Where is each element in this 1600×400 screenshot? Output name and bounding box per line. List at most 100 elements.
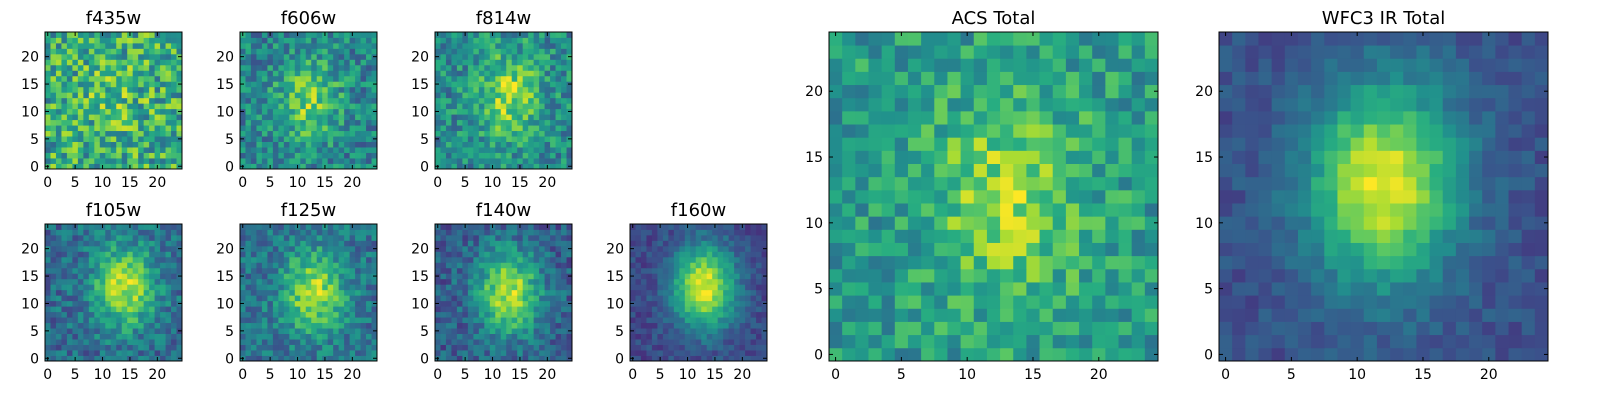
heatmap-cell (566, 311, 573, 318)
heatmap-cell (506, 48, 513, 55)
heatmap-cell (110, 163, 117, 170)
heatmap-cell (566, 256, 573, 263)
heatmap-cell (338, 59, 345, 66)
heatmap-cell (451, 278, 458, 285)
heatmap-cell (679, 289, 686, 296)
heatmap-cell (662, 234, 669, 241)
heatmap-cell (138, 53, 145, 60)
heatmap-cell (160, 152, 166, 159)
heatmap-cell (83, 125, 90, 132)
heatmap-cell (132, 306, 139, 313)
heatmap-cell (355, 295, 361, 302)
heatmap-cell (539, 53, 545, 60)
heatmap-cell (517, 119, 524, 126)
heatmap-cell (511, 48, 518, 55)
heatmap-cell (723, 251, 730, 258)
heatmap-cell (165, 130, 172, 137)
heatmap-cell (55, 141, 62, 148)
heatmap-cell (176, 152, 183, 159)
heatmap-cell (311, 262, 318, 269)
heatmap-cell (66, 289, 73, 296)
heatmap-cell (522, 147, 529, 153)
heatmap-cell (127, 306, 134, 313)
heatmap-cell (88, 53, 95, 60)
heatmap-cell (934, 242, 948, 257)
heatmap-cell (283, 64, 290, 71)
heatmap-cell (435, 141, 441, 148)
heatmap-cell (165, 114, 172, 121)
heatmap-cell (316, 333, 323, 340)
heatmap-cell (256, 70, 263, 77)
heatmap-cell (1118, 334, 1133, 349)
heatmap-cell (94, 42, 101, 49)
heatmap-cell (289, 245, 296, 252)
heatmap-cell (105, 48, 112, 55)
heatmap-cell (55, 344, 62, 351)
heatmap-cell (706, 251, 713, 258)
heatmap-cell (522, 59, 529, 66)
heatmap-cell (750, 350, 757, 356)
heatmap-cell (506, 86, 513, 93)
heatmap-cell (344, 278, 350, 285)
heatmap-cell (842, 321, 856, 336)
heatmap-cell (94, 147, 101, 153)
heatmap-cell (105, 229, 112, 236)
heatmap-cell (138, 311, 145, 318)
heatmap-cell (881, 242, 896, 257)
heatmap-cell (473, 350, 480, 356)
heatmap-cell (506, 289, 513, 296)
heatmap-cell (651, 278, 658, 285)
heatmap-cell (495, 59, 502, 66)
heatmap-cell (50, 256, 57, 263)
heatmap-cell (555, 311, 562, 318)
heatmap-cell (267, 344, 274, 351)
heatmap-cell (311, 130, 318, 137)
heatmap-cell (533, 32, 540, 38)
heatmap-cell (121, 229, 128, 236)
heatmap-cell (462, 333, 469, 340)
heatmap-cell (473, 295, 480, 302)
heatmap-cell (451, 311, 458, 318)
heatmap-cell (842, 255, 856, 270)
heatmap-cell (127, 295, 134, 302)
heatmap-cell (484, 92, 491, 99)
heatmap-cell (240, 42, 246, 49)
heatmap-cell (484, 284, 491, 291)
heatmap-cell (544, 64, 551, 71)
heatmap-cell (333, 158, 340, 164)
heatmap-cell (451, 70, 458, 77)
heatmap-cell (723, 339, 730, 345)
heatmap-cell (1144, 347, 1159, 362)
heatmap-cell (261, 339, 268, 345)
heatmap-cell (110, 229, 117, 236)
heatmap-cell (533, 306, 540, 313)
heatmap-cell (440, 158, 447, 164)
heatmap-cell (176, 339, 183, 345)
heatmap-cell (132, 136, 139, 142)
heatmap-cell (50, 108, 57, 115)
heatmap-cell (300, 278, 307, 285)
heatmap-cell (45, 64, 51, 71)
heatmap-cell (467, 234, 474, 241)
heatmap-cell (473, 37, 480, 44)
heatmap-cell (679, 350, 686, 356)
heatmap-cell (668, 229, 675, 236)
heatmap-cell (305, 32, 312, 38)
heatmap-cell (539, 240, 545, 247)
heatmap-cell (451, 152, 458, 159)
heatmap-cell (934, 282, 948, 296)
heatmap-cell (868, 347, 883, 362)
heatmap-cell (267, 273, 274, 280)
heatmap-cell (116, 130, 123, 137)
heatmap-cell (110, 86, 117, 93)
heatmap-cell (138, 339, 145, 345)
heatmap-cell (366, 278, 372, 285)
heatmap-cell (344, 245, 350, 252)
heatmap-cell (679, 306, 686, 313)
heatmap-cell (734, 344, 740, 351)
heatmap-cell (739, 245, 746, 252)
heatmap-cell (171, 344, 177, 351)
heatmap-cell (256, 103, 263, 110)
heatmap-cell (934, 189, 948, 204)
heatmap-cell (349, 234, 356, 241)
